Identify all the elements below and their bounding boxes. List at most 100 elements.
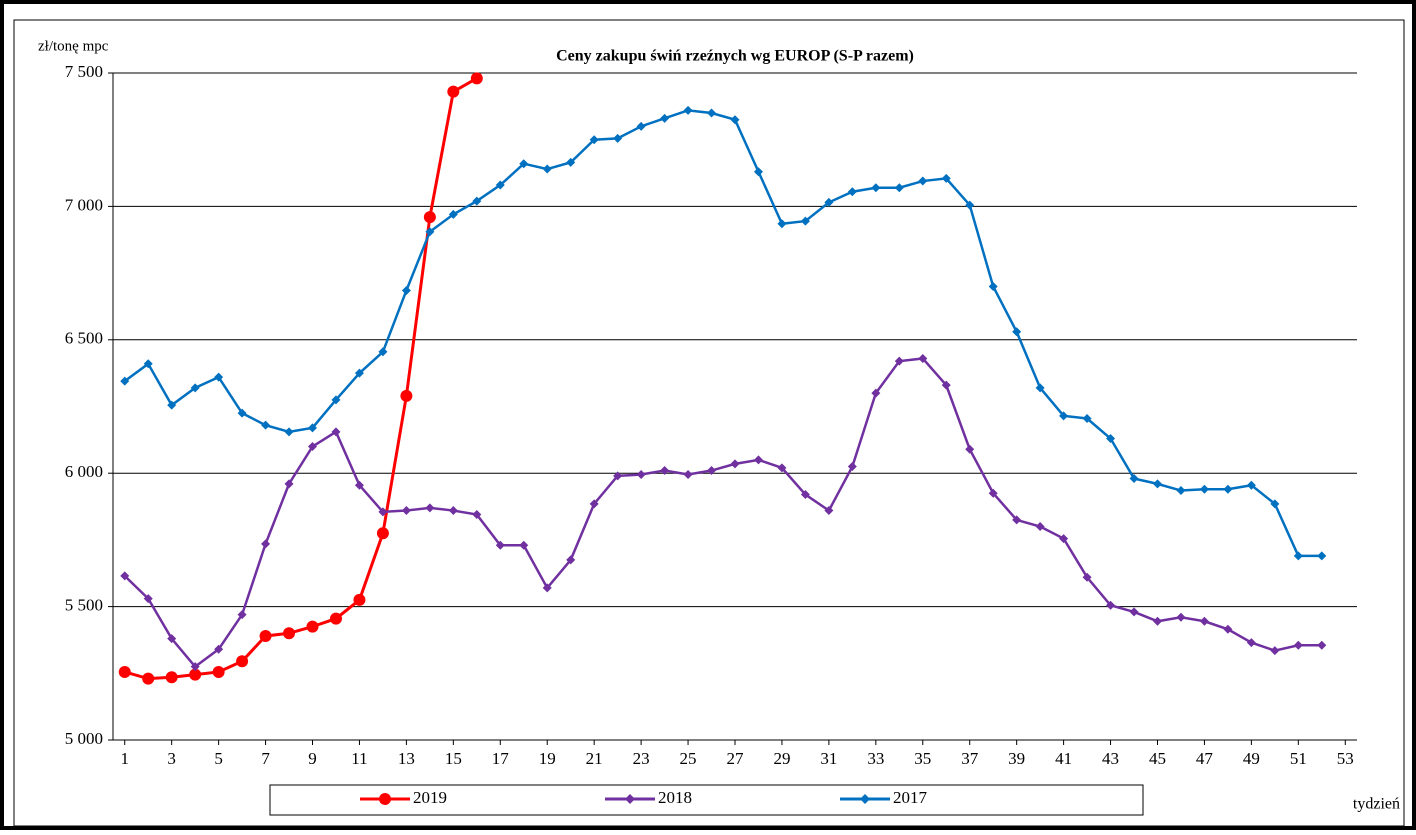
- marker: [284, 479, 294, 489]
- marker: [1106, 600, 1116, 610]
- marker: [425, 503, 435, 513]
- marker: [941, 173, 951, 183]
- marker: [1059, 411, 1069, 421]
- marker: [1012, 515, 1022, 525]
- marker: [118, 665, 131, 678]
- x-tick-label: 29: [773, 749, 790, 768]
- marker: [753, 167, 763, 177]
- marker: [400, 389, 413, 402]
- x-tick-label: 15: [445, 749, 462, 768]
- marker: [1246, 480, 1256, 490]
- marker: [918, 353, 928, 363]
- marker: [965, 444, 975, 454]
- marker: [308, 442, 318, 452]
- marker: [1199, 616, 1209, 626]
- marker: [566, 157, 576, 167]
- marker: [120, 376, 130, 386]
- legend-marker: [860, 794, 870, 804]
- x-tick-label: 9: [308, 749, 317, 768]
- marker: [636, 121, 646, 131]
- x-tick-label: 5: [214, 749, 223, 768]
- marker: [1293, 640, 1303, 650]
- marker: [988, 281, 998, 291]
- marker: [777, 219, 787, 229]
- marker: [1035, 383, 1045, 393]
- marker: [1129, 607, 1139, 617]
- marker: [142, 672, 155, 685]
- marker: [447, 85, 460, 98]
- x-tick-label: 1: [120, 749, 129, 768]
- chart-title: Ceny zakupu świń rzeźnych wg EUROP (S-P …: [556, 48, 914, 65]
- marker: [190, 662, 200, 672]
- x-tick-label: 13: [398, 749, 415, 768]
- y-tick-label: 5 500: [65, 596, 103, 615]
- marker: [354, 368, 364, 378]
- marker: [1012, 327, 1022, 337]
- series-line: [123, 109, 1322, 558]
- marker: [519, 159, 529, 169]
- marker: [283, 627, 296, 640]
- y-axis-label: zł/tonę mpc: [38, 38, 109, 54]
- x-tick-label: 19: [539, 749, 556, 768]
- y-tick-label: 6 000: [65, 462, 103, 481]
- marker: [1270, 646, 1280, 656]
- marker: [214, 372, 224, 382]
- x-tick-label: 53: [1337, 749, 1354, 768]
- marker: [401, 285, 411, 295]
- x-tick-label: 21: [586, 749, 603, 768]
- marker: [683, 470, 693, 480]
- marker: [965, 200, 975, 210]
- x-tick-label: 47: [1196, 749, 1214, 768]
- marker: [353, 593, 366, 606]
- marker: [378, 507, 388, 517]
- legend-box: [269, 784, 1144, 816]
- marker: [613, 471, 623, 481]
- marker: [1129, 474, 1139, 484]
- marker: [824, 506, 834, 516]
- x-tick-label: 43: [1102, 749, 1119, 768]
- y-tick-label: 6 500: [65, 329, 103, 348]
- marker: [425, 227, 435, 237]
- x-tick-label: 27: [727, 749, 745, 768]
- marker: [589, 135, 599, 145]
- marker: [1176, 486, 1186, 496]
- marker: [1059, 534, 1069, 544]
- marker: [261, 539, 271, 549]
- marker: [1152, 616, 1162, 626]
- marker: [120, 571, 130, 581]
- marker: [566, 555, 576, 565]
- marker: [941, 380, 951, 390]
- marker: [894, 356, 904, 366]
- marker: [871, 388, 881, 398]
- marker: [470, 72, 483, 85]
- marker: [212, 665, 225, 678]
- marker: [1317, 640, 1327, 650]
- marker: [1106, 434, 1116, 444]
- marker: [423, 211, 436, 224]
- x-tick-label: 17: [492, 749, 510, 768]
- marker: [1199, 484, 1209, 494]
- marker: [448, 209, 458, 219]
- marker: [847, 187, 857, 197]
- marker: [1246, 638, 1256, 648]
- marker: [730, 115, 740, 125]
- x-tick-label: 23: [633, 749, 650, 768]
- marker: [237, 408, 247, 418]
- marker: [1082, 414, 1092, 424]
- x-axis-label: tydzień: [1353, 796, 1400, 813]
- marker: [306, 620, 319, 633]
- marker: [824, 197, 834, 207]
- marker: [167, 400, 177, 410]
- marker: [683, 105, 693, 115]
- marker: [165, 671, 178, 684]
- marker: [542, 583, 552, 593]
- marker: [331, 427, 341, 437]
- x-tick-label: 7: [261, 749, 270, 768]
- marker: [1035, 522, 1045, 532]
- x-tick-label: 41: [1055, 749, 1072, 768]
- legend-label: 2018: [658, 788, 692, 807]
- marker: [237, 610, 247, 620]
- x-tick-label: 11: [351, 749, 367, 768]
- x-tick-label: 45: [1149, 749, 1166, 768]
